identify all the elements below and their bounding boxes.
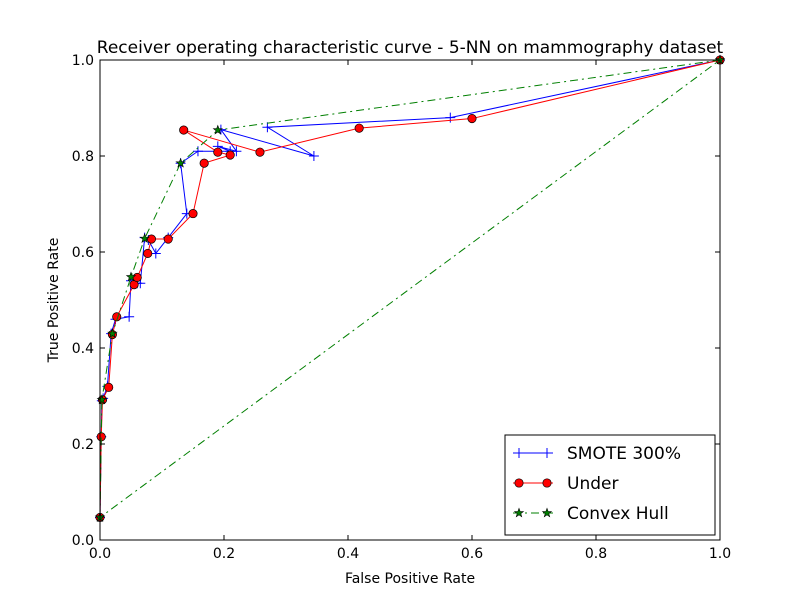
- data-point-convex-hull: [175, 157, 186, 168]
- chart-title: Receiver operating characteristic curve …: [97, 38, 724, 58]
- data-point-under: [199, 158, 209, 168]
- data-point-convex-hull: [139, 233, 150, 243]
- data-point-smote-300: [150, 248, 161, 259]
- x-tick-label: 0.4: [337, 546, 359, 562]
- legend-marker-under: [514, 478, 524, 488]
- data-point-under: [188, 209, 198, 219]
- legend-label-smote-300: SMOTE 300%: [567, 444, 681, 464]
- data-point-smote-300: [262, 122, 273, 133]
- legend-marker-under: [542, 478, 552, 488]
- y-tick-label: 0.6: [72, 245, 94, 261]
- data-point-under: [104, 382, 114, 392]
- data-point-smote-300: [308, 151, 319, 161]
- legend-marker-smote-300: [514, 448, 524, 458]
- legend-marker-convex-hull: [513, 507, 525, 518]
- y-tick-label: 0.4: [72, 341, 94, 357]
- data-point-under: [467, 114, 477, 124]
- data-point-under: [163, 234, 173, 244]
- data-point-under: [179, 125, 189, 135]
- data-point-convex-hull: [107, 328, 118, 339]
- data-point-convex-hull: [96, 394, 108, 405]
- data-point-under: [354, 123, 364, 133]
- x-tick-label: 0.6: [461, 546, 483, 562]
- x-axis-label: False Positive Rate: [345, 571, 475, 587]
- y-tick-label: 0.2: [72, 437, 94, 453]
- x-tick-label: 0.8: [585, 546, 607, 562]
- legend-label-convex-hull: Convex Hull: [567, 504, 669, 524]
- legend-frame: [504, 434, 716, 536]
- axis-ticks: 0.0 0.2 0.4 0.6 0.8 1.0 0.0 0.2 0.4 0.6 0.8 1.0: [72, 53, 731, 562]
- legend-entry-under: Under: [513, 474, 618, 494]
- legend-entry-convex-hull: Convex Hull: [513, 504, 669, 524]
- data-point-under: [146, 234, 157, 244]
- data-point-under: [213, 147, 223, 157]
- data-point-convex-hull: [212, 124, 223, 135]
- data-point-under: [143, 248, 153, 258]
- data-point-smote-300: [124, 311, 135, 322]
- data-point-under: [132, 272, 142, 282]
- legend-entry-smote-300: SMOTE 300%: [513, 444, 681, 464]
- data-point-smote-300: [445, 112, 456, 123]
- data-point-under: [225, 150, 235, 160]
- plot-area-frame: [99, 59, 721, 541]
- legend-label-under: Under: [567, 474, 618, 494]
- y-tick-label: 0.8: [72, 149, 94, 165]
- legend: SMOTE 300% Under Convex Hull: [504, 434, 716, 536]
- y-axis-label: True Positive Rate: [46, 238, 62, 364]
- data-point-convex-hull: [125, 271, 137, 282]
- legend-marker-smote-300: [542, 448, 552, 458]
- x-tick-label: 0.2: [213, 546, 235, 562]
- series-line-convex-hull: [99, 59, 721, 518]
- y-tick-label: 0.0: [72, 533, 94, 549]
- series-layer: [94, 54, 726, 523]
- legend-marker-convex-hull: [541, 507, 553, 518]
- series-line-under: [99, 59, 721, 518]
- y-tick-label: 1.0: [72, 53, 94, 69]
- series-convex-hull: [94, 54, 726, 522]
- data-point-smote-300: [231, 146, 242, 157]
- x-tick-label: 1.0: [709, 546, 731, 562]
- data-point-under: [255, 147, 265, 157]
- series-line-smote-300: [99, 59, 721, 518]
- x-tick-label: 0.0: [89, 546, 111, 562]
